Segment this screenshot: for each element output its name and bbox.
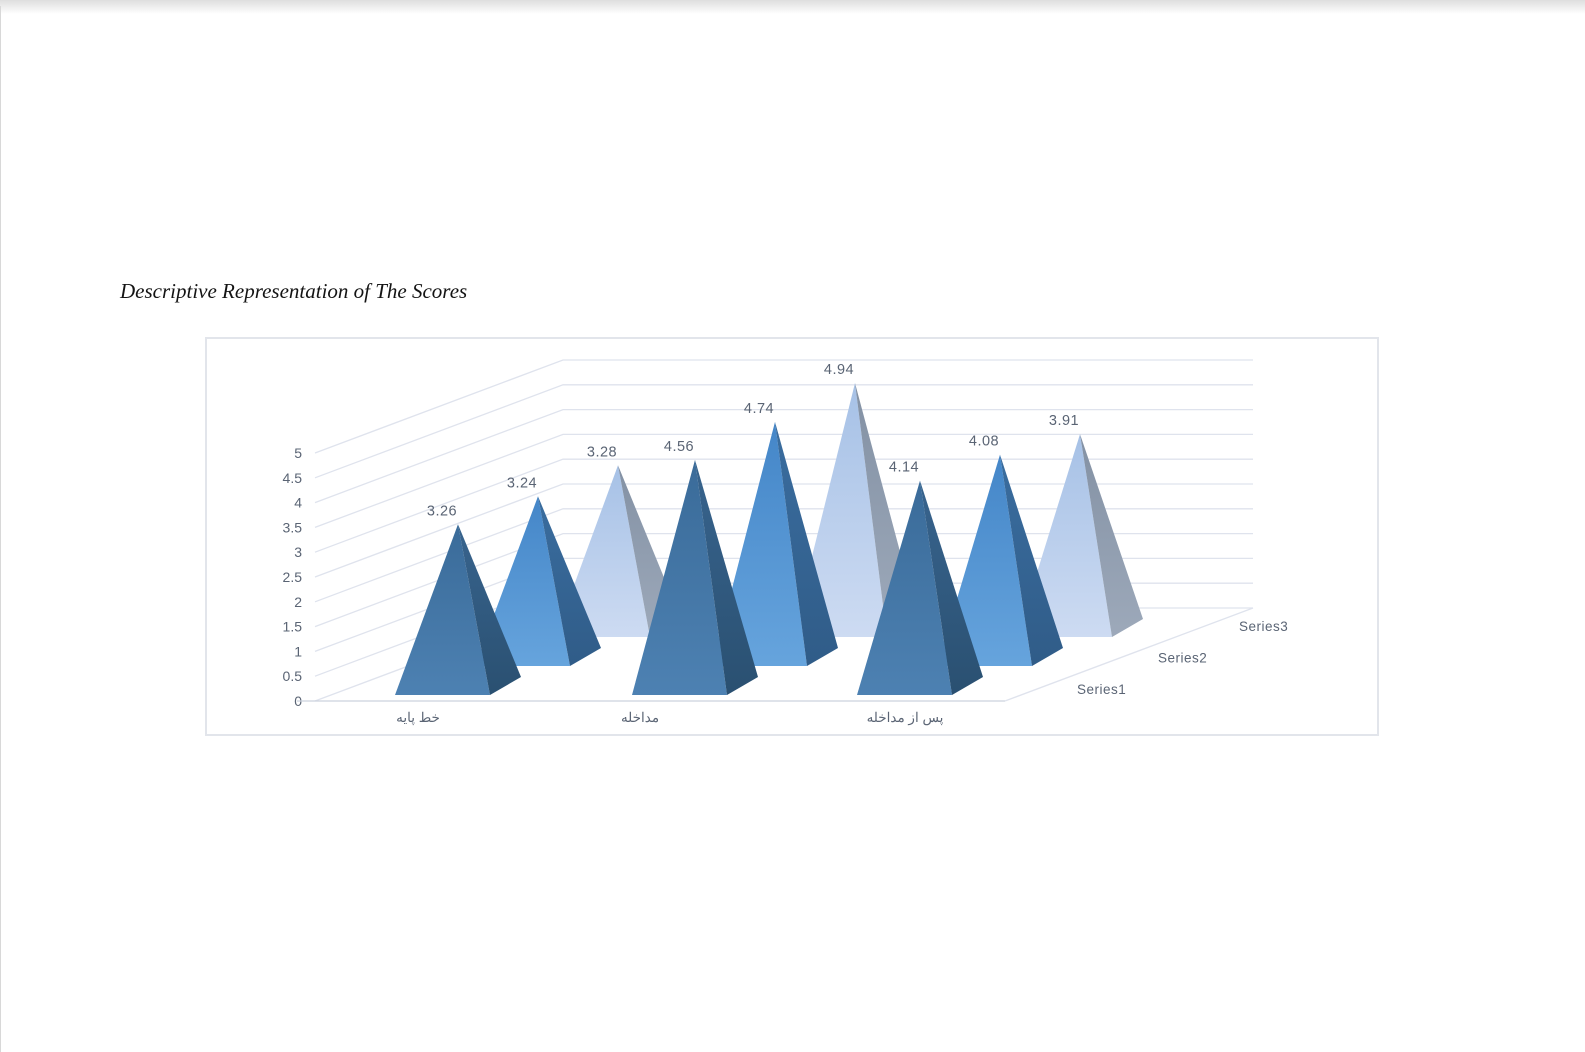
data-label: 3.28: [587, 444, 617, 460]
data-label: 4.14: [889, 460, 919, 476]
chart-frame: 0 0.5 1 1.5 2 2.5 3 3.5 4 4.5 5 3.26 4.56 4.14 3.24 4.7…: [205, 337, 1379, 736]
y-tick-label: 2.5: [283, 569, 303, 585]
y-tick-label: 1: [294, 643, 302, 659]
y-tick-label: 1.5: [283, 619, 303, 635]
pyramid-front-face: [857, 480, 952, 695]
data-label: 4.08: [969, 434, 999, 450]
gridline: [314, 433, 1253, 529]
pyramid: [857, 480, 983, 695]
series-label: Series2: [1158, 651, 1207, 666]
pyramid: [632, 459, 758, 695]
pyramid-front-face: [395, 524, 490, 695]
data-label: 4.94: [824, 362, 854, 378]
pyramid-side-face: [538, 496, 601, 666]
gridline: [314, 483, 1253, 578]
gridline: [314, 384, 1253, 479]
page-title: Descriptive Representation of The Scores: [120, 279, 468, 303]
data-label: 3.24: [507, 475, 537, 491]
pyramid: [395, 524, 521, 695]
gridline: [314, 508, 1253, 603]
pyramid-side-face: [775, 421, 838, 666]
series-row: [395, 459, 983, 695]
y-tick-label: 5: [294, 445, 302, 461]
y-tick-label: 3: [294, 544, 302, 560]
y-tick-label: 2: [294, 594, 302, 610]
pyramid-front-face: [632, 459, 727, 695]
y-tick-label: 4.5: [283, 470, 303, 486]
gridline: [314, 458, 1253, 553]
window-top-fade: [0, 0, 1585, 14]
chart-border: [205, 337, 1379, 736]
data-label: 4.56: [664, 439, 694, 455]
y-tick-label: 4: [294, 495, 302, 511]
category-label: مداخله: [621, 710, 659, 725]
pyramid-side-face: [458, 524, 521, 695]
pyramid-front-face: [555, 465, 650, 637]
series-label: Series3: [1239, 619, 1288, 634]
data-label: 3.26: [427, 503, 457, 519]
series-label: Series1: [1077, 682, 1126, 697]
depth-axis-line: [1004, 607, 1254, 702]
category-label: پس از مداخله: [867, 710, 944, 726]
gridline: [314, 408, 1253, 504]
data-label: 4.74: [744, 401, 774, 417]
data-label: 3.91: [1049, 413, 1079, 429]
pyramid-side-face: [920, 480, 983, 695]
pyramid-3d-chart: 00.511.522.533.544.553.264.564.143.244.7…: [205, 337, 1379, 736]
category-label: خط پایه: [396, 710, 440, 726]
window-left-edge: [0, 6, 1, 1052]
pyramid-side-face: [1000, 454, 1063, 666]
y-tick-label: 0.5: [283, 668, 303, 684]
pyramid-side-face: [695, 459, 758, 695]
series-row: [475, 421, 1063, 666]
pyramid-side-face: [1080, 434, 1143, 637]
y-tick-label: 3.5: [283, 519, 303, 535]
gridline: [314, 359, 1253, 454]
